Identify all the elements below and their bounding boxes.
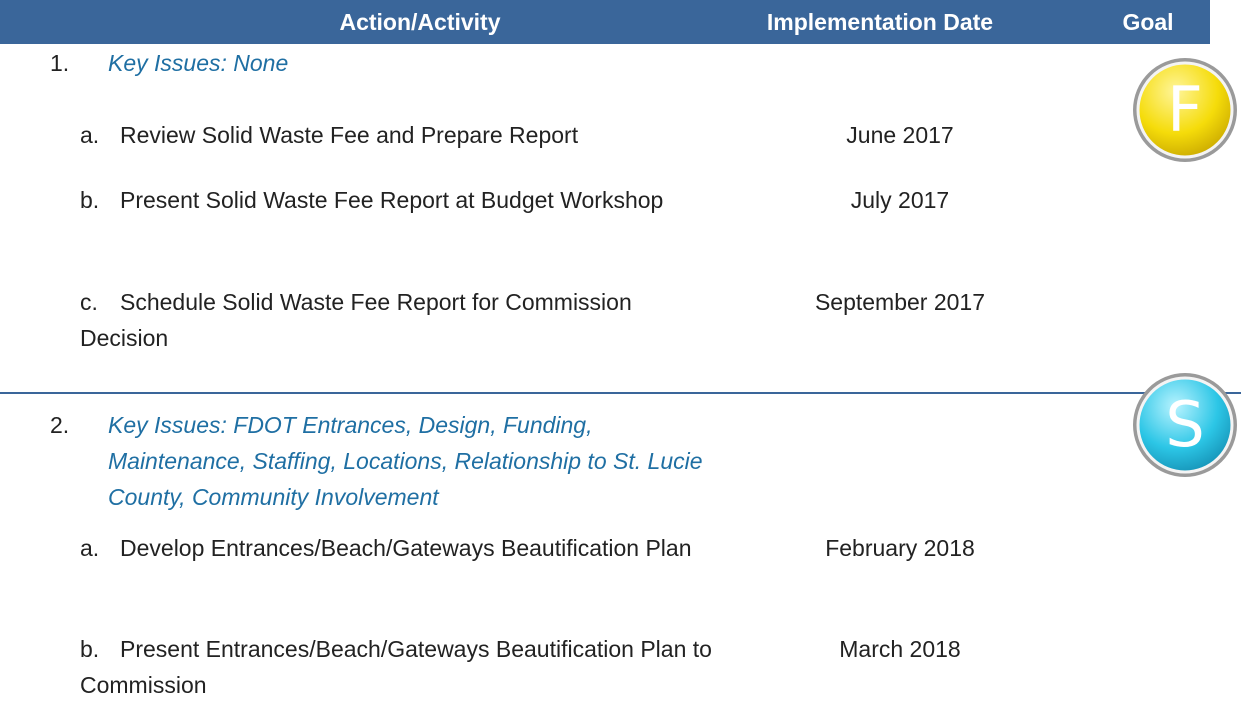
goal-icon: F [1133, 58, 1237, 162]
action-item: a. Develop Entrances/Beach/Gateways Beaut… [80, 530, 725, 566]
action-item: b. Present Solid Waste Fee Report at Budg… [80, 182, 725, 218]
implementation-date: February 2018 [825, 535, 975, 561]
section-divider [0, 392, 1241, 394]
column-header: Goal [1122, 9, 1174, 35]
item-label: b. [80, 187, 100, 213]
item-text: Present Solid Waste Fee Report at Budget… [120, 187, 664, 213]
implementation-date: July 2017 [850, 187, 950, 213]
key-issues: Key Issues: FDOT Entrances, Design, Fund… [108, 412, 703, 510]
item-label: b. [80, 636, 100, 662]
item-label: c. [80, 289, 98, 315]
item-text: Review Solid Waste Fee and Prepare Repor… [120, 122, 579, 148]
action-item: c. Schedule Solid Waste Fee Report for Co… [80, 284, 725, 356]
item-text: Develop Entrances/Beach/Gateways Beautif… [120, 535, 692, 561]
item-label: a. [80, 122, 100, 148]
goal-icon: S [1133, 373, 1237, 477]
goal-letter: S [1165, 388, 1204, 461]
item-label: a. [80, 535, 100, 561]
implementation-date: March 2018 [839, 636, 961, 662]
section-number: 2. [50, 412, 70, 438]
section-number: 1. [50, 50, 70, 76]
column-header: Implementation Date [766, 9, 994, 35]
action-item: a. Review Solid Waste Fee and Prepare Rep… [80, 117, 725, 153]
goal-letter: F [1167, 73, 1203, 146]
header-bar [0, 0, 1210, 44]
key-issues: Key Issues: None [108, 50, 289, 76]
item-text: Schedule Solid Waste Fee Report for Comm… [80, 289, 632, 351]
implementation-date: June 2017 [846, 122, 954, 148]
implementation-date: September 2017 [814, 289, 986, 315]
item-text: Present Entrances/Beach/Gateways Beautif… [80, 636, 712, 698]
icon-face [1136, 376, 1234, 474]
column-header: Action/Activity [339, 9, 501, 35]
action-item: b. Present Entrances/Beach/Gateways Beaut… [80, 631, 725, 703]
icon-face [1136, 61, 1234, 159]
